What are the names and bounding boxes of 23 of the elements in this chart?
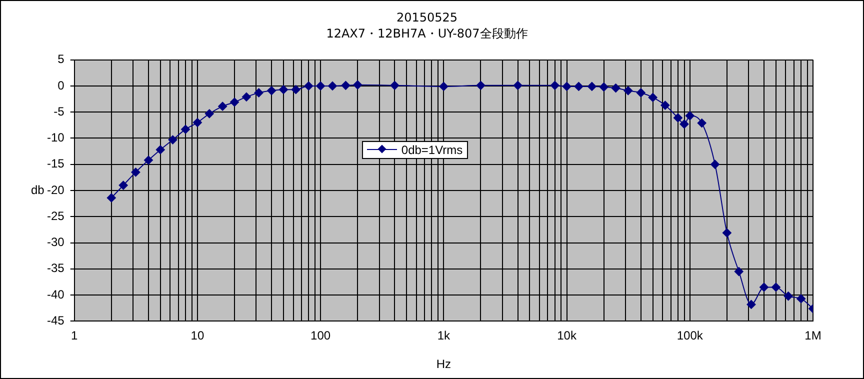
x-tick-label: 100 [310, 328, 331, 343]
x-tick-label: 1k [437, 328, 451, 343]
x-tick-label: 1 [71, 328, 78, 343]
y-tick-label: -5 [54, 104, 65, 118]
y-axis-title: db [31, 182, 44, 196]
y-tick-label: -40 [47, 287, 65, 302]
x-tick-label: 10 [190, 328, 204, 343]
chart-subtitle: 12AX7・12BH7A・UY-807全段動作 [326, 26, 528, 41]
y-tick-label: -45 [47, 314, 65, 328]
y-tick-label: 5 [58, 52, 65, 66]
y-tick-label: -30 [47, 235, 65, 250]
x-axis-title: Hz [436, 357, 452, 372]
x-tick-label: 1M [804, 328, 822, 343]
y-tick-label: 0 [58, 78, 65, 92]
x-tick-label: 10k [557, 328, 578, 343]
legend-label: 0db=1Vrms [401, 142, 463, 157]
y-tick-label: -25 [47, 208, 65, 223]
chart-title: 20150525 [396, 10, 458, 24]
x-tick-label: 100k [676, 328, 704, 343]
y-tick-label: -15 [47, 156, 65, 171]
y-tick-label: -35 [47, 261, 65, 276]
y-tick-label: -20 [47, 182, 65, 197]
y-tick-label: -10 [47, 130, 65, 145]
